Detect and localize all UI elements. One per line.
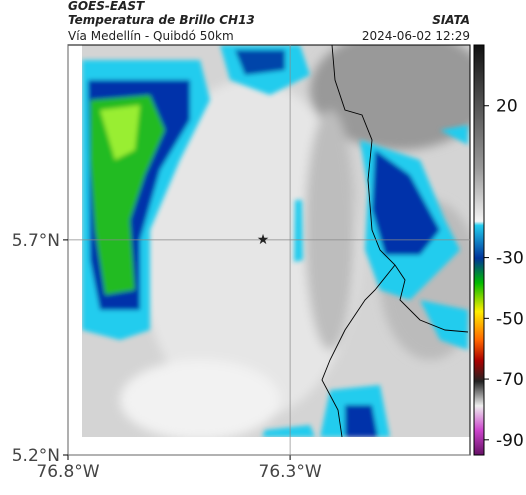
colorbar-tick-label: -70 [496, 370, 524, 390]
colorbar-tick-label: 20 [496, 97, 518, 117]
x-tick-label: 76.8°W [36, 462, 99, 482]
colorbar-ticks: 20 -30 -50 -70 -90 [484, 97, 524, 451]
colorbar [473, 44, 485, 456]
y-tick-label: 5.2°N [12, 446, 60, 466]
colorbar-tick-label: -90 [496, 431, 524, 451]
title: GOES-EAST [68, 0, 145, 13]
y-tick-label: 5.7°N [12, 231, 60, 251]
x-tick-label: 76.3°W [259, 462, 322, 482]
axes: 76.8°W 76.3°W 5.2°N 5.7°N [12, 45, 470, 482]
location-star: ★ [257, 232, 270, 248]
colorbar-tick-label: -50 [496, 309, 524, 329]
source: SIATA [432, 13, 470, 27]
satellite-image [82, 45, 470, 437]
colorbar-tick-label: -30 [496, 249, 524, 269]
route: Vía Medellín - Quibdó 50km [68, 29, 234, 43]
subtitle: Temperatura de Brillo CH13 [68, 13, 255, 27]
date: 2024-06-02 12:29 [362, 29, 470, 43]
